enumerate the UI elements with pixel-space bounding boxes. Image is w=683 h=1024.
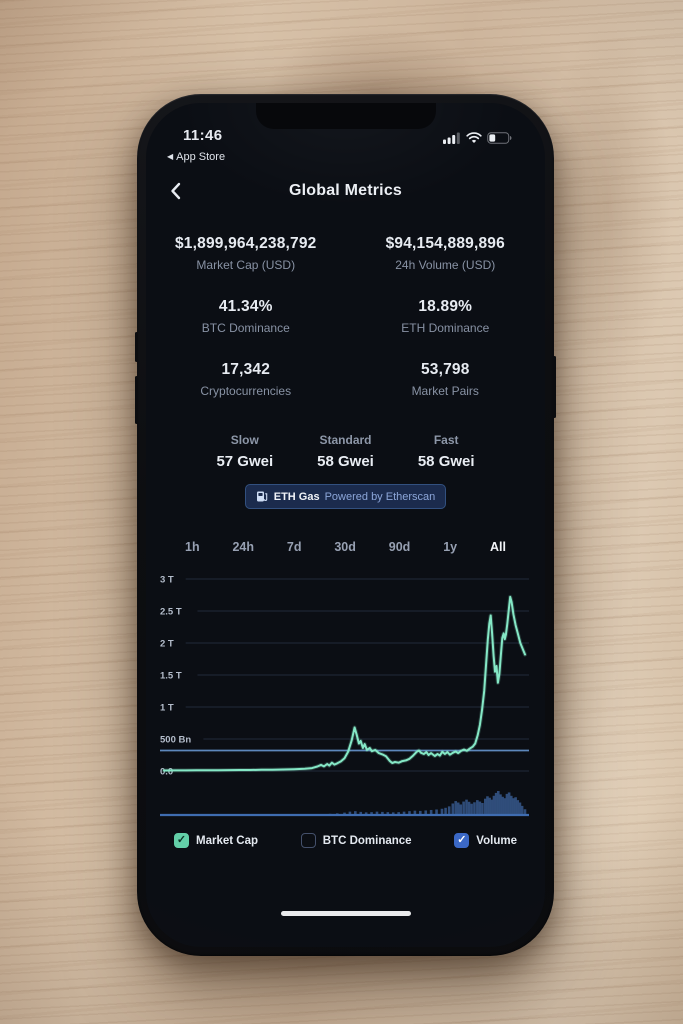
stat-label: Cryptocurrencies [200,384,292,398]
chevron-left-icon [171,182,181,200]
stat-value: 17,342 [221,361,271,378]
status-time: 11:46 [183,127,223,144]
notch [255,103,436,129]
stat-btc-dominance: 41.34% BTC Dominance [146,298,346,335]
legend-label: Volume [476,834,517,847]
back-triangle-icon: ◀ [167,152,174,161]
stat-label: BTC Dominance [201,321,290,335]
phone-frame: 11:46 ◀ App Store [135,94,556,956]
wifi-icon [466,132,482,143]
stat-market-cap: $1,899,964,238,792 Market Cap (USD) [146,235,346,272]
legend-label: BTC Dominance [322,834,412,847]
gas-value: 58 Gwei [317,453,374,470]
stat-24h-volume: $94,154,889,896 24h Volume (USD) [346,235,546,272]
stat-label: Market Pairs [411,384,479,398]
tab-7d[interactable]: 7d [286,540,302,554]
eth-gas-row: Slow 57 Gwei Standard 58 Gwei Fast 58 Gw… [146,433,545,470]
gas-slow: Slow 57 Gwei [216,433,273,470]
svg-text:2 T: 2 T [160,638,174,649]
gas-label: Standard [319,433,372,447]
back-app-label: App Store [176,151,226,163]
badge-bold-text: ETH Gas [273,490,320,503]
volume-up-button [135,332,138,362]
power-button [553,356,556,418]
gas-standard: Standard 58 Gwei [317,433,374,470]
svg-text:1 T: 1 T [160,702,174,713]
back-to-app-store[interactable]: ◀ App Store [167,151,225,163]
tab-1h[interactable]: 1h [185,540,200,554]
back-button[interactable] [170,182,181,205]
svg-text:1.5 T: 1.5 T [160,670,182,681]
battery-icon [487,132,512,144]
volume-checkbox[interactable]: ✓ [454,833,470,848]
home-indicator[interactable] [280,911,411,916]
btc-dominance-checkbox[interactable] [300,833,316,848]
market-cap-checkbox[interactable]: ✓ [174,833,189,848]
legend-volume[interactable]: ✓ Volume [454,833,517,848]
gas-value: 58 Gwei [417,453,475,470]
stat-market-pairs: 53,798 Market Pairs [346,361,546,398]
phone-screen: 11:46 ◀ App Store [146,103,545,947]
tab-1y[interactable]: 1y [443,540,458,554]
time-range-tabs: 1h 24h 7d 30d 90d 1y All [146,540,545,554]
stat-value: $94,154,889,896 [385,235,505,252]
stat-cryptocurrencies: 17,342 Cryptocurrencies [146,361,346,398]
page-title: Global Metrics [288,182,403,199]
stat-label: ETH Dominance [401,321,490,335]
gas-label: Slow [230,433,259,447]
market-cap-chart[interactable]: 3 T 2.5 T 2 T 1.5 T 1 T 500 Bn 0.0 [160,569,529,821]
stat-label: 24h Volume (USD) [395,258,496,272]
chart-legend: ✓ Market Cap BTC Dominance ✓ Volume [146,833,545,848]
legend-label: Market Cap [196,834,258,847]
tab-all[interactable]: All [489,540,506,554]
status-icons [443,132,512,144]
fuel-pump-icon [256,491,267,502]
tab-30d[interactable]: 30d [334,540,356,554]
svg-text:0.0: 0.0 [160,766,173,777]
stat-value: 18.89% [418,298,473,315]
stat-value: 53,798 [420,361,470,378]
legend-market-cap[interactable]: ✓ Market Cap [174,833,258,848]
tab-24h[interactable]: 24h [232,540,255,554]
signal-icon [443,132,460,144]
stat-label: Market Cap (USD) [196,258,296,272]
legend-btc-dominance[interactable]: BTC Dominance [300,833,412,848]
svg-text:3 T: 3 T [160,574,174,585]
badge-rest-text: Powered by Etherscan [324,490,436,503]
stat-value: $1,899,964,238,792 [174,235,317,252]
gas-fast: Fast 58 Gwei [418,433,475,470]
svg-text:2.5 T: 2.5 T [160,606,182,617]
eth-gas-etherscan-badge[interactable]: ETH Gas Powered by Etherscan [244,484,447,509]
global-stats: $1,899,964,238,792 Market Cap (USD) $94,… [146,235,545,398]
svg-text:500 Bn: 500 Bn [160,734,191,745]
volume-down-button [135,376,138,424]
stat-eth-dominance: 18.89% ETH Dominance [346,298,546,335]
badge-row: ETH Gas Powered by Etherscan [146,484,545,509]
gas-label: Fast [433,433,459,447]
gas-value: 57 Gwei [216,453,274,470]
nav-header: Global Metrics [146,179,545,203]
tab-90d[interactable]: 90d [388,540,411,554]
stat-value: 41.34% [218,298,273,315]
